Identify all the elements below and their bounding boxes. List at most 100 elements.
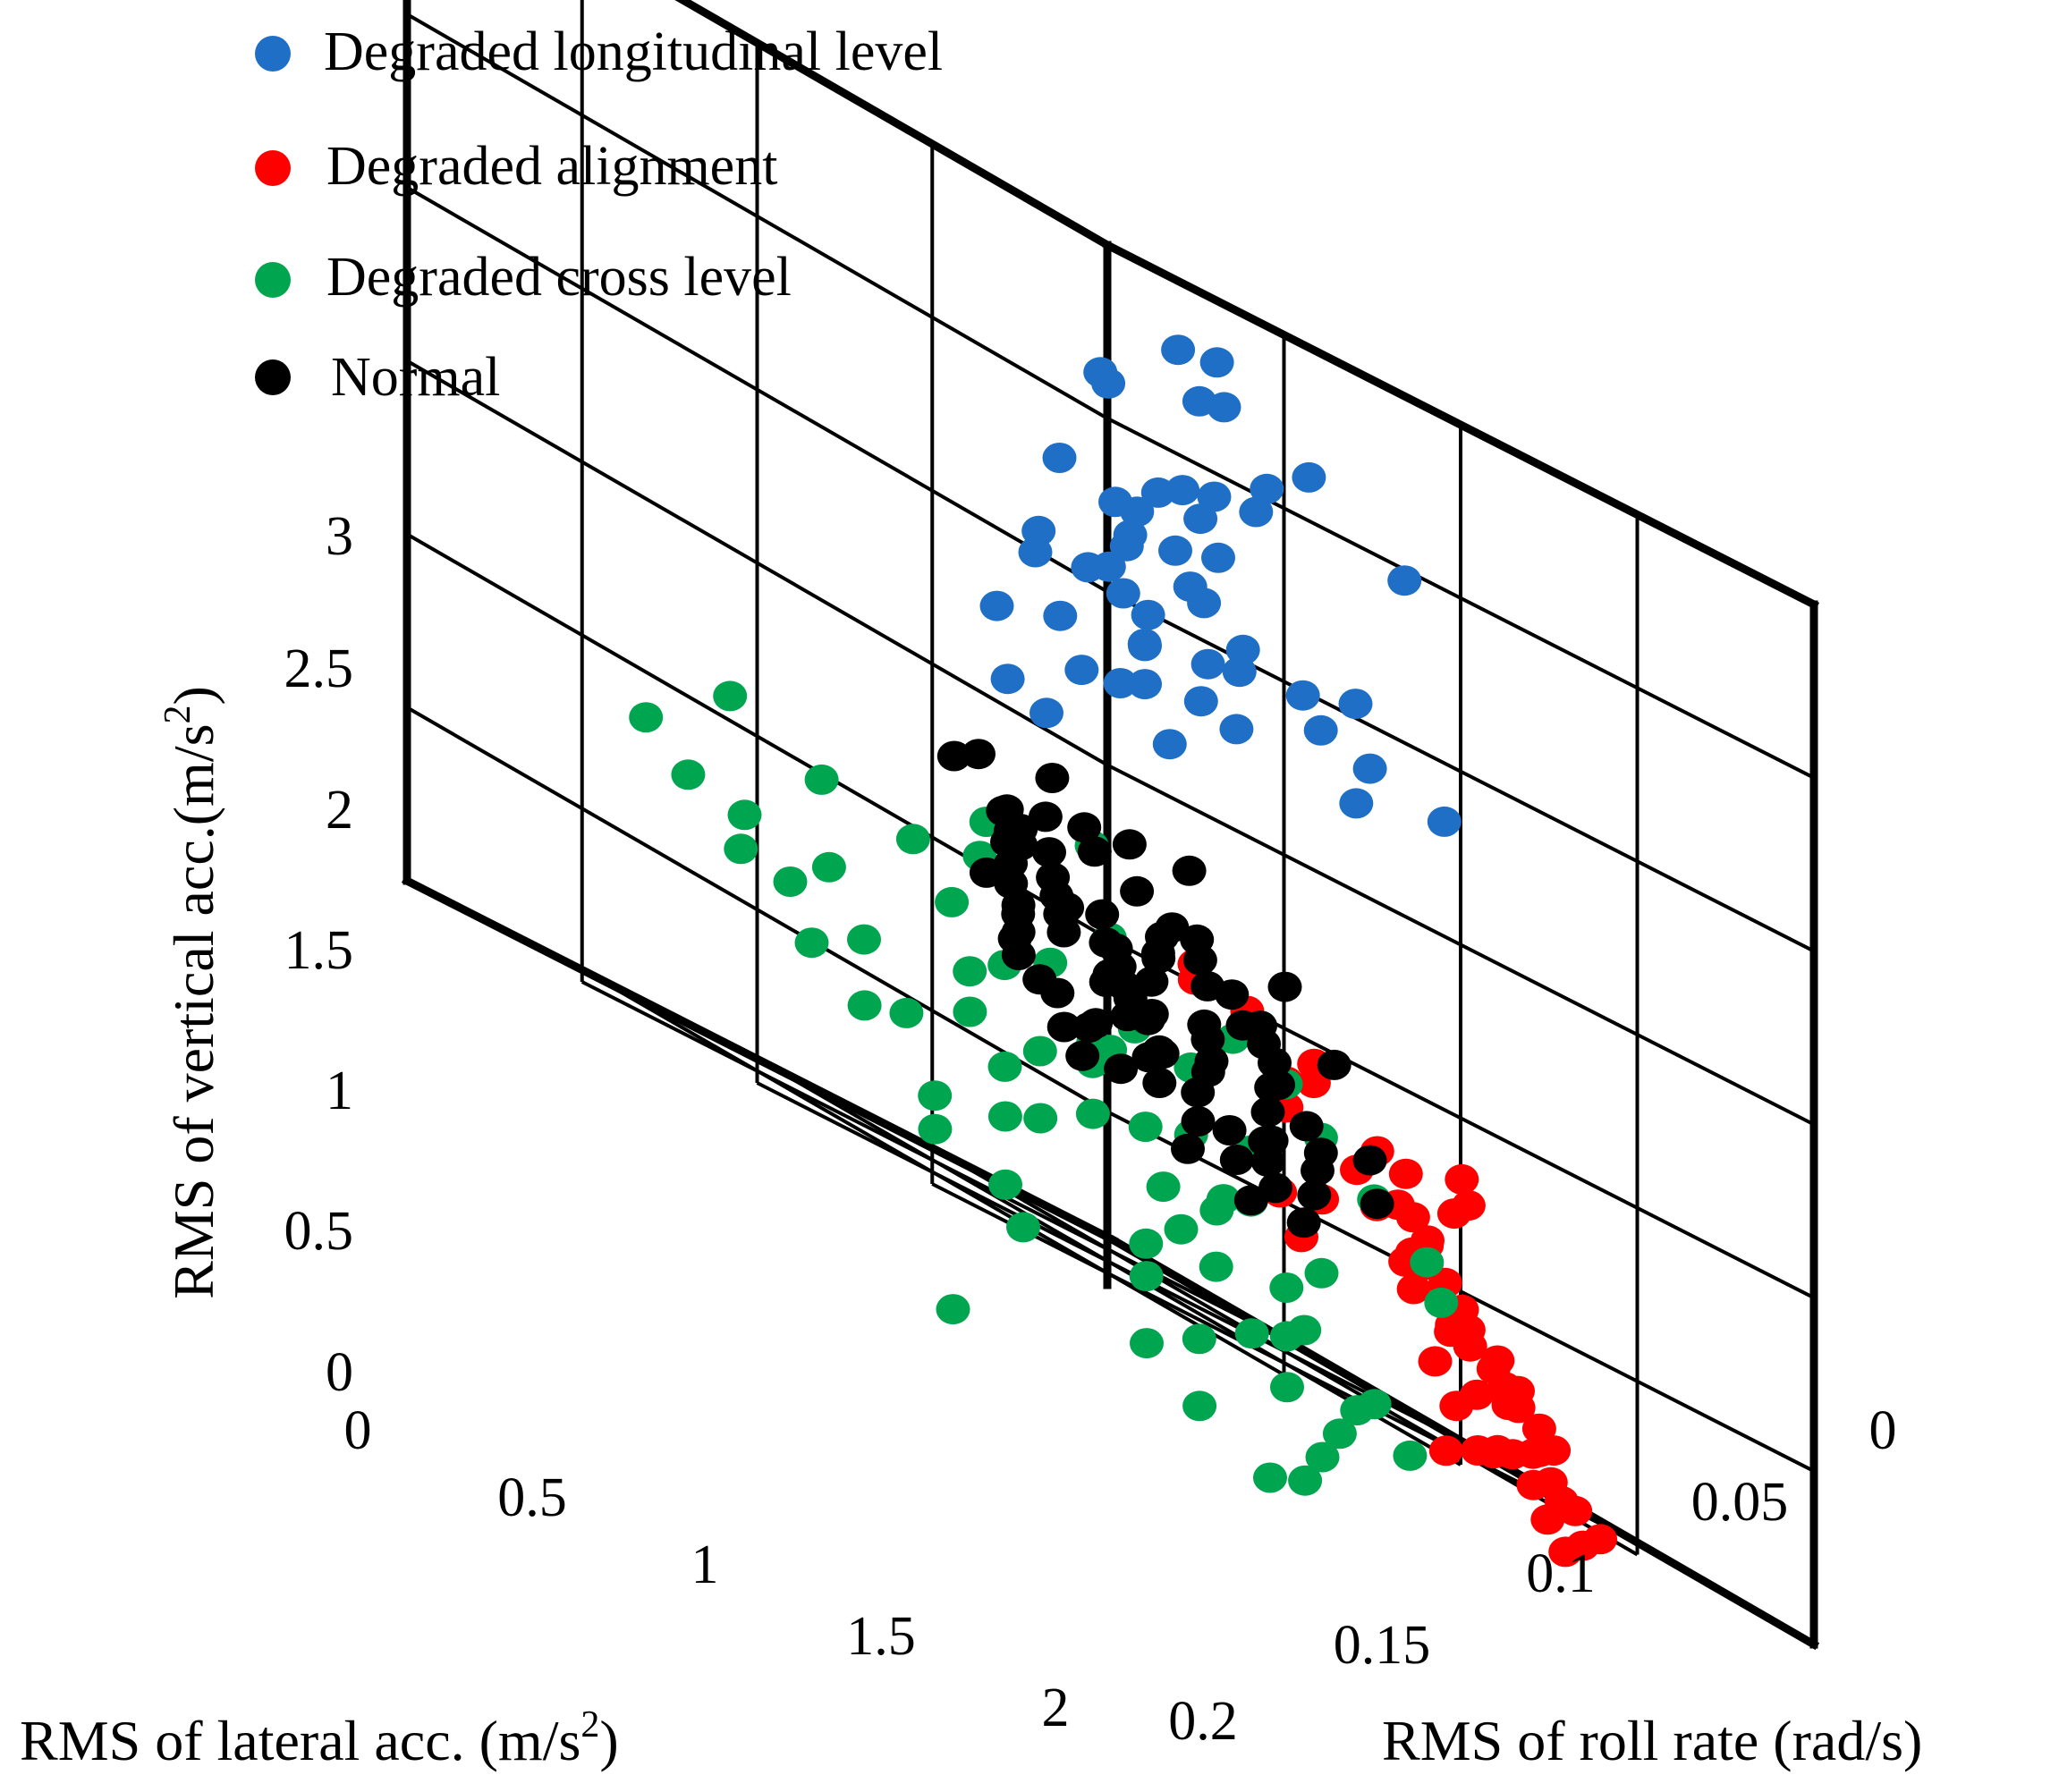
data-point (1393, 1440, 1428, 1471)
data-point (1152, 729, 1187, 760)
x-tick-label: 0.5 (497, 1467, 567, 1528)
data-point (1250, 473, 1284, 504)
data-point (1297, 1179, 1332, 1211)
data-point (1352, 753, 1387, 784)
data-point (1022, 1035, 1057, 1067)
data-point (987, 1101, 1022, 1132)
data-point (1516, 1469, 1551, 1500)
data-point (1112, 829, 1147, 860)
data-point (727, 799, 762, 831)
data-point (1190, 648, 1225, 680)
data-point (1129, 1228, 1164, 1259)
data-point (1120, 496, 1155, 528)
data-point (1215, 979, 1250, 1010)
data-point (1388, 1158, 1423, 1189)
data-point (1233, 1185, 1268, 1216)
axis-box-edges (401, 0, 1820, 1651)
data-point (1239, 496, 1274, 528)
data-point (1247, 1028, 1282, 1060)
legend: Degraded longitudinal level Degraded ali… (255, 21, 943, 408)
top-right-edge (1101, 239, 1820, 611)
data-point (1072, 1012, 1106, 1043)
data-point (1530, 1504, 1565, 1535)
legend-label: Degraded longitudinal level (324, 21, 943, 82)
data-point (1289, 1111, 1324, 1142)
data-point (1161, 334, 1196, 366)
data-point (1424, 1287, 1459, 1318)
data-point (1146, 1171, 1181, 1203)
data-point (1305, 1441, 1340, 1473)
z-tick-label: 0 (326, 1342, 353, 1403)
data-point (889, 997, 924, 1028)
data-point (1109, 530, 1144, 562)
legend-label: Degraded alignment (326, 136, 777, 197)
data-point (918, 1113, 953, 1145)
tick-labels: 0 0.5 1 1.5 2 2.5 3 0 0.5 1 1.5 2 0 0.05… (284, 506, 1897, 1752)
data-point (1158, 535, 1192, 566)
data-point (1172, 855, 1207, 886)
data-point (1322, 1418, 1357, 1450)
data-point (1043, 600, 1078, 631)
data-point (1065, 1040, 1100, 1071)
data-point (1129, 1261, 1164, 1292)
data-point (1451, 1190, 1486, 1221)
data-point (953, 996, 987, 1027)
data-point (1001, 890, 1036, 921)
data-point (1285, 680, 1320, 711)
data-point (1089, 967, 1123, 998)
data-point (936, 740, 971, 772)
data-point (1496, 1439, 1530, 1470)
z-tick-label: 1 (326, 1061, 353, 1121)
data-point (1253, 1462, 1287, 1493)
data-point (1222, 656, 1257, 688)
data-point (1287, 1314, 1322, 1346)
z-tick-label: 3 (326, 506, 353, 567)
data-point (1201, 542, 1235, 573)
data-point (1445, 1163, 1479, 1195)
data-point (1173, 571, 1207, 603)
data-point (1046, 1011, 1081, 1043)
y-gridline (582, 968, 1285, 1377)
x-tick-label: 1 (691, 1534, 719, 1595)
data-point (1357, 1389, 1392, 1420)
data-point (1067, 812, 1102, 843)
z-tick-label: 1.5 (284, 920, 354, 981)
data-point (990, 664, 1025, 695)
y-axis-title: RMS of roll rate (rad/s) (1382, 1709, 1922, 1772)
data-point (1461, 1435, 1496, 1466)
data-point (1077, 836, 1112, 867)
data-point (1301, 1155, 1335, 1186)
data-point (1286, 1207, 1321, 1238)
data-point (847, 924, 881, 955)
data-point (1339, 788, 1374, 819)
data-point (1250, 1096, 1285, 1128)
data-point (1106, 578, 1140, 609)
legend-marker-cross-level (255, 262, 291, 298)
data-point (1035, 763, 1070, 793)
data-point (953, 956, 987, 987)
legend-marker-longitudinal (255, 36, 291, 72)
data-point (988, 1169, 1022, 1200)
data-point (1267, 971, 1302, 1002)
x-tick-label: 1.5 (846, 1606, 916, 1667)
data-point (1131, 599, 1165, 630)
x-axis-title: RMS of lateral acc. (m/s2) (20, 1704, 619, 1772)
data-point (1187, 1009, 1222, 1040)
top-left-edge (674, 0, 1114, 251)
data-point (1064, 655, 1099, 686)
data-point (1212, 1115, 1247, 1145)
data-point (1018, 537, 1053, 568)
data-point (804, 764, 839, 795)
data-point (1303, 714, 1338, 746)
data-point (1128, 1112, 1163, 1143)
data-point (1248, 1126, 1283, 1157)
data-point (1487, 1372, 1522, 1403)
legend-marker-normal (255, 359, 291, 395)
series-0 (979, 334, 1462, 837)
data-point (969, 857, 1004, 888)
data-point (1142, 1068, 1177, 1098)
data-point (724, 833, 758, 865)
data-point (1182, 1390, 1217, 1422)
data-point (1042, 443, 1077, 473)
